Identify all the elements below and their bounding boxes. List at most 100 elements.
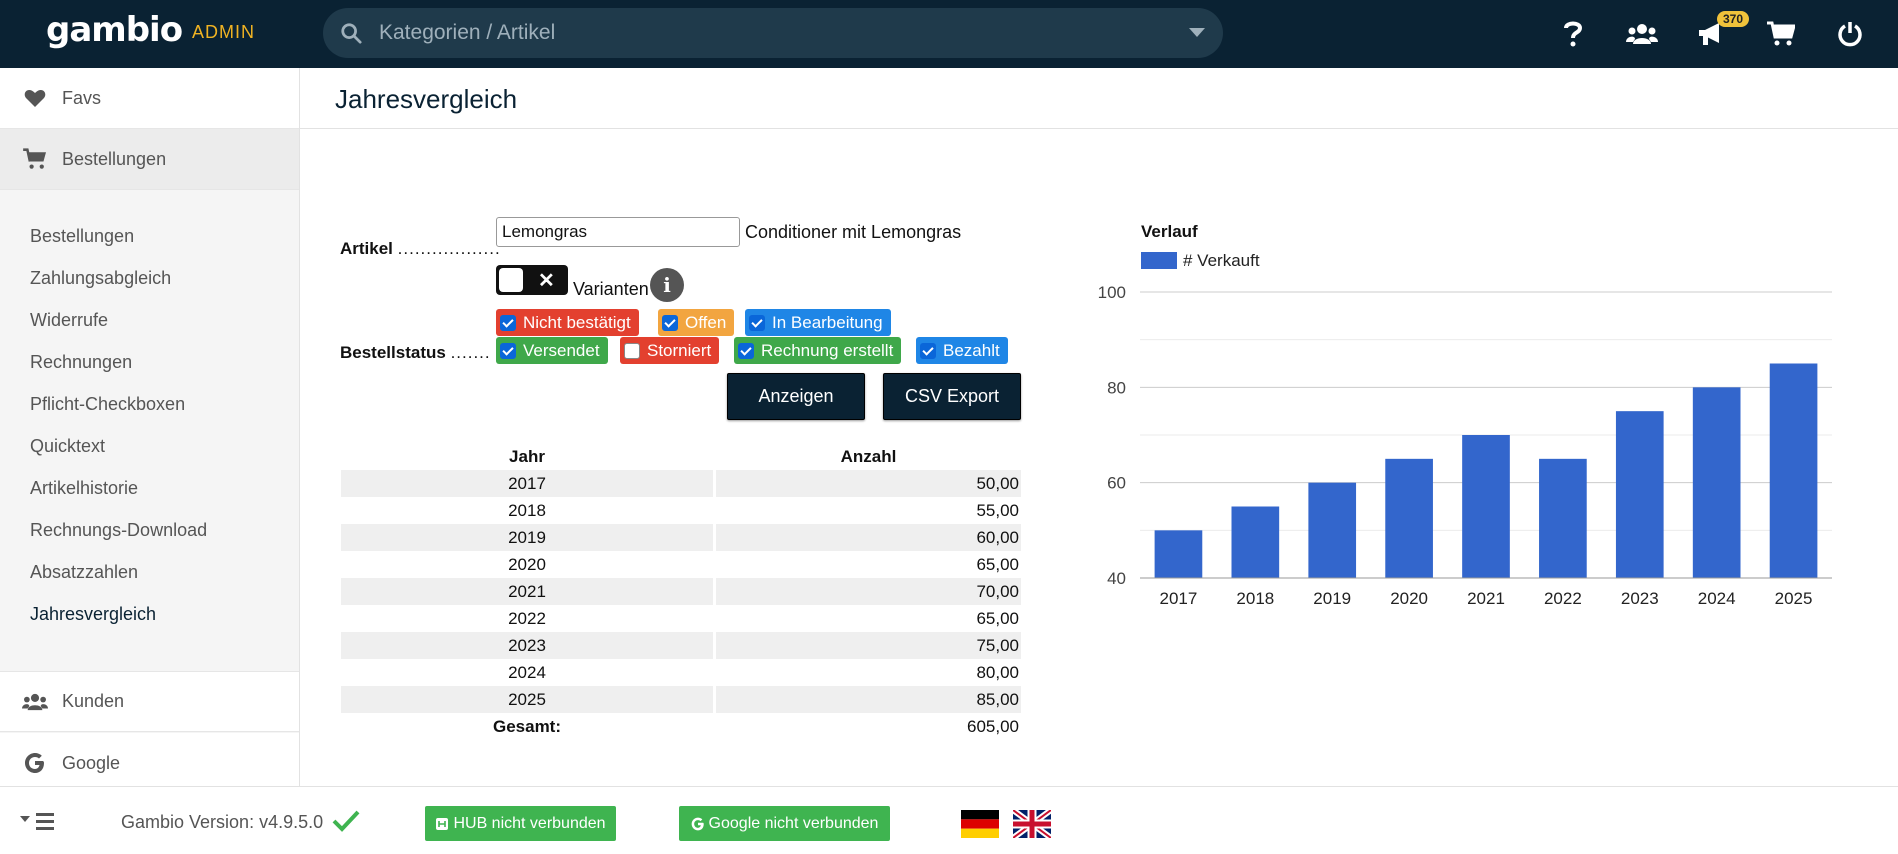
sidebar-sub-rechnungen[interactable]: Rechnungen — [30, 352, 133, 372]
sidebar-item-kunden[interactable]: Kunden — [0, 671, 299, 732]
uk-flag-icon[interactable] — [1013, 810, 1051, 838]
chip-label: Rechnung erstellt — [761, 340, 894, 360]
menu-icon[interactable] — [20, 811, 56, 831]
x-tick-label: 2020 — [1390, 589, 1428, 608]
search-bar — [323, 8, 1223, 58]
table-row: 2023 75,00 — [341, 632, 1021, 659]
csv-export-button[interactable]: CSV Export — [883, 373, 1021, 420]
cell-count: 80,00 — [976, 662, 1019, 682]
sidebar-sub-quicktext[interactable]: Quicktext — [30, 436, 106, 456]
sidebar-item-label: Google — [62, 752, 121, 773]
cell-year: 2025 — [341, 686, 713, 713]
table-row: 2019 60,00 — [341, 524, 1021, 551]
megaphone-icon[interactable] — [1695, 18, 1727, 50]
sidebar-sub-absatzzahlen[interactable]: Absatzzahlen — [30, 562, 139, 582]
x-tick-label: 2023 — [1621, 589, 1659, 608]
cell-year: 2019 — [341, 524, 713, 551]
cell-year: 2024 — [508, 662, 546, 682]
gambio-logo[interactable]: gambio — [46, 10, 183, 50]
status-chip-in-bearbeitung[interactable]: In Bearbeitung — [745, 309, 891, 336]
google-icon — [22, 750, 48, 776]
sidebar-sub-bestellungen[interactable]: Bestellungen — [30, 226, 135, 246]
german-flag-icon[interactable] — [961, 810, 999, 838]
info-icon[interactable]: i — [650, 268, 684, 302]
cell-count: 65,00 — [976, 608, 1019, 628]
table-row: 2018 55,00 — [341, 497, 1021, 524]
checkbox[interactable] — [738, 342, 754, 359]
sidebar-item-favs[interactable]: Favs — [0, 68, 299, 129]
power-icon[interactable] — [1834, 18, 1866, 50]
sidebar-sub-widerrufe[interactable]: Widerrufe — [30, 310, 109, 330]
legend-label: # Verkauft — [1183, 251, 1260, 270]
notification-badge: 370 — [1717, 11, 1750, 27]
table-row: 2025 85,00 — [341, 686, 1021, 713]
footer: Gambio Version: v4.9.5.0 HUB nicht verbu… — [0, 786, 1898, 854]
close-icon: ✕ — [538, 270, 555, 292]
x-tick-label: 2025 — [1775, 589, 1813, 608]
bar — [1462, 435, 1510, 578]
search-input[interactable] — [379, 16, 1159, 50]
cell-count: 75,00 — [716, 632, 1021, 659]
cell-year: 2023 — [341, 632, 713, 659]
table-row: 2017 50,00 — [341, 470, 1021, 497]
sidebar-sub-pflicht-checkboxen[interactable]: Pflicht-Checkboxen — [30, 394, 186, 414]
artikel-input[interactable] — [496, 217, 740, 247]
status-chip-nicht-bestaetigt[interactable]: Nicht bestätigt — [496, 309, 639, 336]
status-chip-rechnung-erstellt[interactable]: Rechnung erstellt — [734, 337, 902, 364]
column-header-year: Jahr — [509, 446, 545, 466]
sidebar-item-bestellungen[interactable]: Bestellungen — [0, 129, 299, 190]
checkbox[interactable] — [920, 342, 936, 359]
x-tick-label: 2024 — [1698, 589, 1736, 608]
google-status-label: Google nicht verbunden — [708, 814, 879, 832]
checkbox[interactable] — [749, 314, 765, 331]
google-status-button[interactable]: Google nicht verbunden — [679, 806, 890, 841]
artikel-description: Conditioner mit Lemongras — [745, 222, 962, 242]
table-row: 2024 80,00 — [341, 659, 1021, 686]
customers-icon[interactable] — [1626, 18, 1658, 50]
bar — [1308, 482, 1357, 578]
sidebar-item-google[interactable]: Google — [0, 733, 299, 794]
sidebar: Favs Bestellungen Bestellungen Zahlungsa… — [0, 68, 300, 794]
hub-icon — [436, 817, 449, 830]
sidebar-sub-rechnungs-download[interactable]: Rechnungs-Download — [30, 520, 208, 540]
results-table: Jahr Anzahl 2017 50,00 2018 55,00 2019 60,0… — [338, 443, 1024, 740]
checkbox[interactable] — [500, 342, 516, 359]
sidebar-item-label: Favs — [62, 87, 102, 108]
version-text: Gambio Version: v4.9.5.0 — [121, 812, 324, 832]
status-chip-storniert[interactable]: Storniert — [620, 337, 720, 364]
cell-count: 55,00 — [976, 500, 1019, 520]
checkbox[interactable] — [624, 342, 640, 359]
cell-year: 2018 — [508, 500, 546, 520]
bar — [1154, 530, 1203, 578]
cell-year: 2017 — [341, 470, 713, 497]
cart-icon[interactable] — [1765, 18, 1797, 50]
hub-status-label: HUB nicht verbunden — [453, 814, 606, 832]
table-total-row: Gesamt: 605,00 — [341, 713, 1021, 740]
table-header: Jahr Anzahl — [341, 443, 1021, 470]
hub-status-button[interactable]: HUB nicht verbunden — [425, 806, 616, 841]
top-bar: gambio ADMIN 370 — [0, 0, 1898, 68]
chevron-down-icon[interactable] — [1189, 28, 1205, 37]
toggle-knob — [499, 268, 523, 292]
varianten-toggle[interactable]: ✕ — [496, 265, 568, 295]
status-chip-versendet[interactable]: Versendet — [496, 337, 608, 364]
chip-label: Offen — [685, 312, 727, 332]
artikel-label: Artikel .................. — [340, 239, 501, 259]
bar — [1385, 458, 1433, 578]
show-button[interactable]: Anzeigen — [727, 373, 865, 420]
help-icon[interactable] — [1557, 18, 1589, 50]
column-header-count: Anzahl — [840, 446, 897, 466]
table-row: 2021 70,00 — [341, 578, 1021, 605]
sidebar-sub-zahlungsabgleich[interactable]: Zahlungsabgleich — [30, 268, 172, 288]
sidebar-sub-artikelhistorie[interactable]: Artikelhistorie — [30, 478, 139, 498]
sidebar-sub-jahresvergleich[interactable]: Jahresvergleich — [30, 604, 157, 624]
status-chip-offen[interactable]: Offen — [658, 309, 735, 336]
checkbox[interactable] — [500, 314, 516, 331]
legend-swatch — [1141, 252, 1177, 269]
checkbox[interactable] — [662, 314, 678, 331]
sidebar-item-label: Bestellungen — [62, 148, 167, 169]
chip-label: Storniert — [647, 340, 712, 360]
status-chip-bezahlt[interactable]: Bezahlt — [916, 337, 1008, 364]
x-tick-label: 2022 — [1544, 589, 1582, 608]
bar — [1615, 411, 1664, 578]
